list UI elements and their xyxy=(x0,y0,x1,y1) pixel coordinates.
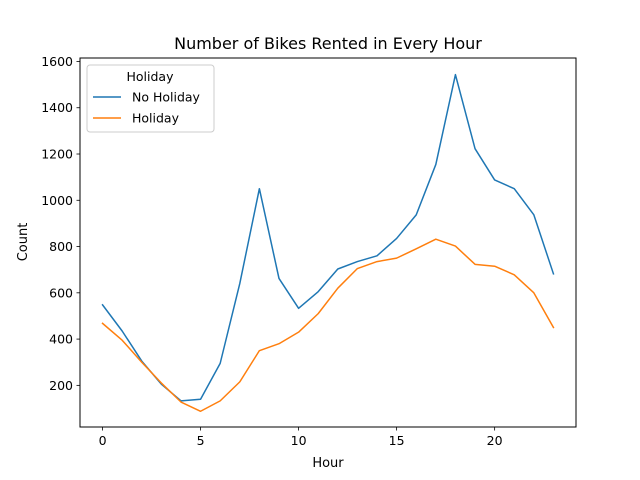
y-tick-label: 200 xyxy=(49,378,73,393)
x-tick-label: 0 xyxy=(99,433,107,448)
y-tick-label: 1600 xyxy=(41,54,73,69)
legend-label-no-holiday: No Holiday xyxy=(132,90,201,105)
series-layer xyxy=(101,73,555,413)
y-tick-label: 1400 xyxy=(41,100,73,115)
y-axis-ticks: 200 400 600 800 1000 1200 1400 1600 xyxy=(41,54,80,393)
y-tick-label: 400 xyxy=(49,332,73,347)
y-tick-label: 1000 xyxy=(41,193,73,208)
x-tick-label: 5 xyxy=(197,433,205,448)
y-axis-label: Count xyxy=(16,223,31,262)
x-tick-label: 10 xyxy=(291,433,307,448)
series-line-holiday xyxy=(101,238,555,413)
chart-title: Number of Bikes Rented in Every Hour xyxy=(174,34,482,53)
legend-box xyxy=(86,64,215,133)
y-tick-label: 600 xyxy=(49,285,73,300)
legend: Holiday No Holiday Holiday xyxy=(86,64,215,133)
y-tick-label: 800 xyxy=(49,239,73,254)
x-tick-label: 15 xyxy=(389,433,405,448)
plot-frame xyxy=(79,57,577,428)
x-axis-label: Hour xyxy=(312,456,344,471)
y-tick-label: 1200 xyxy=(41,147,73,162)
legend-label-holiday: Holiday xyxy=(132,111,180,126)
x-axis-ticks: 0 5 10 15 20 xyxy=(99,427,503,448)
x-tick-label: 20 xyxy=(487,433,503,448)
legend-title: Holiday xyxy=(127,69,175,84)
